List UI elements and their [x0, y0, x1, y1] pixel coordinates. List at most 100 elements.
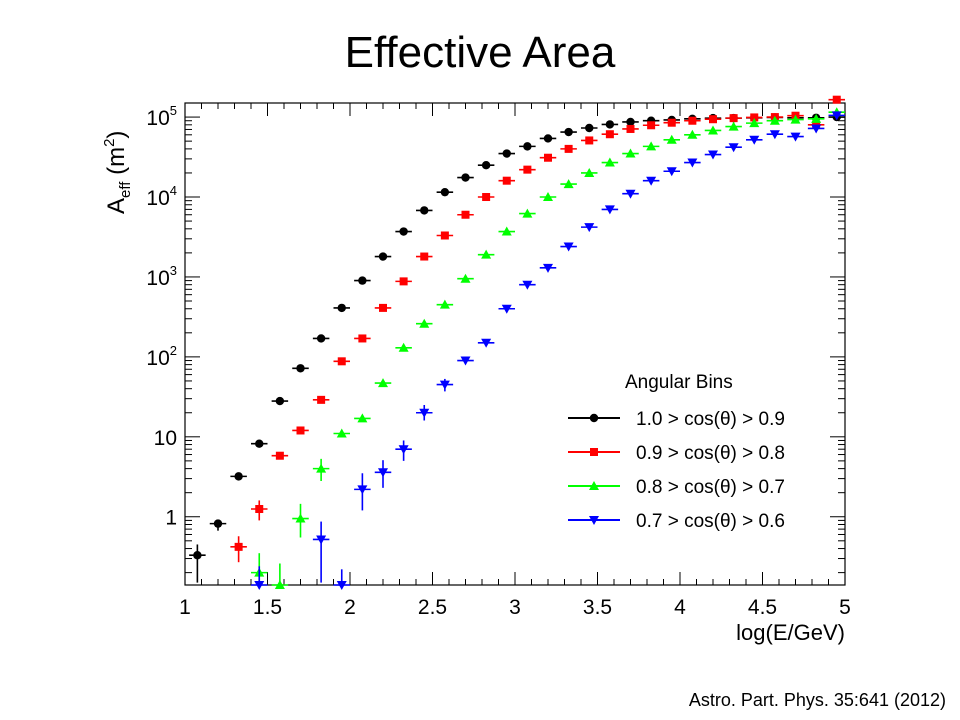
data-point [358, 334, 367, 343]
data-point [234, 542, 243, 551]
data-point [193, 551, 202, 560]
data-point [646, 141, 657, 151]
data-point [255, 505, 264, 514]
y-tick-label-base: 10 [146, 107, 169, 130]
legend-entry: 1.0 > cos(θ) > 0.9 [568, 409, 785, 430]
data-point [564, 144, 573, 153]
x-tick-label: 2 [344, 596, 356, 619]
data-point [295, 513, 306, 523]
data-point [316, 535, 327, 545]
data-point [275, 396, 285, 406]
data-point [357, 485, 368, 495]
data-point [625, 189, 636, 199]
data-point [275, 451, 284, 460]
data-point [337, 303, 346, 313]
data-point [316, 334, 326, 343]
legend-entries: 1.0 > cos(θ) > 0.9 0.9 > cos(θ) > 0.8 0.8 … [568, 409, 785, 532]
y-axis-ticks [185, 116, 845, 574]
data-point [419, 408, 430, 418]
series-layer [189, 95, 845, 590]
data-point [544, 153, 552, 162]
data-point [357, 413, 368, 423]
data-point [234, 472, 243, 481]
series-3 [251, 107, 845, 589]
y-tick-label: 104 [146, 183, 177, 210]
slide-title: Effective Area [344, 28, 616, 77]
data-point [523, 165, 532, 174]
data-point [336, 581, 347, 590]
data-point [563, 179, 574, 189]
data-point [460, 356, 471, 366]
legend-marker [589, 516, 599, 525]
data-point [708, 150, 718, 160]
data-point [605, 120, 615, 129]
legend: Angular Bins 1.0 > cos(θ) > 0.9 0.9 > cos… [568, 372, 785, 532]
data-point [585, 136, 594, 145]
data-point [481, 249, 492, 259]
y-axis-label: Aeff (m2) [101, 131, 134, 214]
data-point [336, 428, 347, 438]
legend-marker [589, 413, 599, 423]
y-tick-label: 105 [146, 103, 177, 130]
data-point [729, 114, 738, 123]
data-point [274, 580, 285, 589]
data-point [790, 132, 801, 142]
data-point [811, 124, 822, 134]
data-point [564, 127, 573, 137]
y-axis-label-unit-superscript: 2 [101, 139, 118, 147]
data-point [317, 395, 326, 404]
legend-entry: 0.7 > cos(θ) > 0.6 [568, 511, 785, 532]
data-point [440, 187, 450, 197]
data-point [769, 130, 780, 140]
data-point [378, 468, 388, 478]
data-point [461, 210, 470, 219]
x-tick-label: 3.5 [583, 596, 612, 619]
data-point [523, 142, 532, 151]
data-point [667, 118, 676, 127]
x-tick-label: 1 [179, 596, 191, 619]
x-tick-label: 4.5 [748, 596, 777, 619]
data-point [666, 134, 677, 144]
y-tick-label-exponent: 4 [170, 183, 177, 198]
data-point [378, 378, 388, 388]
data-point [522, 208, 533, 218]
data-point [687, 158, 698, 168]
y-tick-label-exponent: 5 [170, 103, 177, 118]
data-point [832, 95, 841, 104]
y-axis-label-main: A [103, 198, 130, 214]
x-tick-label: 1.5 [253, 596, 282, 619]
data-point [502, 149, 511, 158]
legend-marker [589, 481, 599, 490]
y-axis-label-unit-close: ) [103, 131, 130, 139]
y-axis-label-subscript: eff [117, 181, 134, 198]
y-tick-label: 103 [146, 263, 177, 290]
data-point [728, 121, 739, 131]
data-point [709, 115, 717, 124]
data-point [585, 123, 594, 133]
data-point [749, 118, 760, 128]
y-tick-label-base: 10 [146, 347, 169, 370]
data-point [398, 342, 409, 352]
data-point [687, 129, 698, 139]
data-point [688, 116, 697, 125]
series-4 [251, 111, 845, 590]
y-tick-label-exponent: 3 [170, 263, 177, 278]
x-tick-label: 2.5 [418, 596, 447, 619]
data-point [440, 231, 449, 240]
x-tick-label: 3 [509, 596, 521, 619]
data-point [439, 299, 450, 309]
y-tick-label-base: 10 [154, 427, 177, 450]
data-point [811, 113, 822, 123]
data-point [399, 227, 408, 236]
data-point [316, 463, 327, 473]
y-tick-label-base: 10 [146, 187, 169, 210]
y-tick-label-exponent: 2 [170, 343, 177, 358]
data-point [419, 318, 430, 328]
y-tick-label-base: 1 [165, 507, 177, 530]
data-point [522, 280, 533, 290]
legend-label: 1.0 > cos(θ) > 0.9 [636, 409, 785, 430]
data-point [604, 157, 615, 167]
legend-entry: 0.8 > cos(θ) > 0.7 [568, 477, 785, 498]
y-tick-label: 10 [154, 427, 177, 450]
